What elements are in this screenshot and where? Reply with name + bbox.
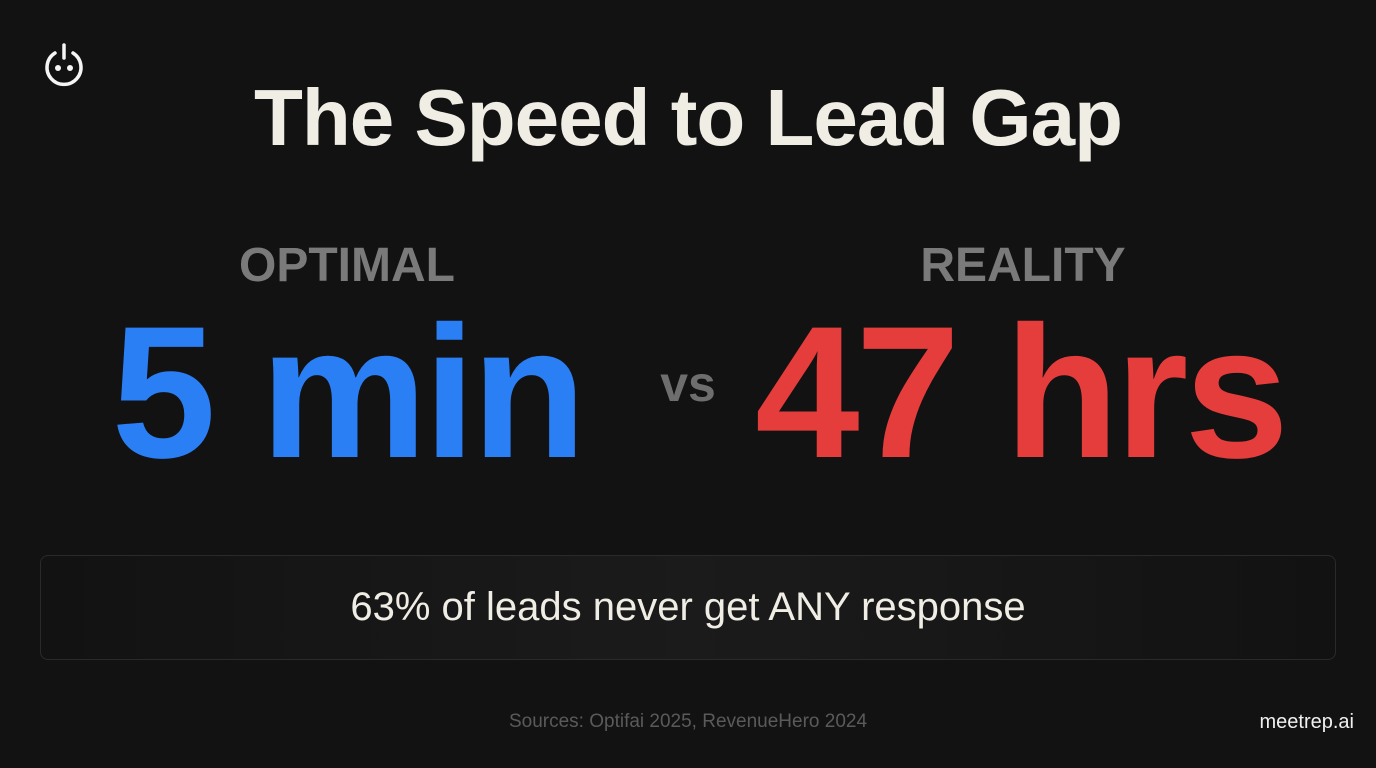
optimal-label: OPTIMAL <box>239 239 455 292</box>
callout-text: 63% of leads never get ANY response <box>350 585 1026 629</box>
power-face-icon <box>40 40 88 88</box>
vs-label: vs <box>660 356 716 412</box>
callout-box: 63% of leads never get ANY response <box>40 555 1336 660</box>
reality-value: 47 hrs <box>755 287 1289 497</box>
brand-label: meetrep.ai <box>1259 711 1355 733</box>
optimal-value: 5 min <box>111 287 586 497</box>
sources-text: Sources: Optifai 2025, RevenueHero 2024 <box>508 711 868 732</box>
page-title: The Speed to Lead Gap <box>253 73 1123 162</box>
reality-label: REALITY <box>920 239 1126 292</box>
